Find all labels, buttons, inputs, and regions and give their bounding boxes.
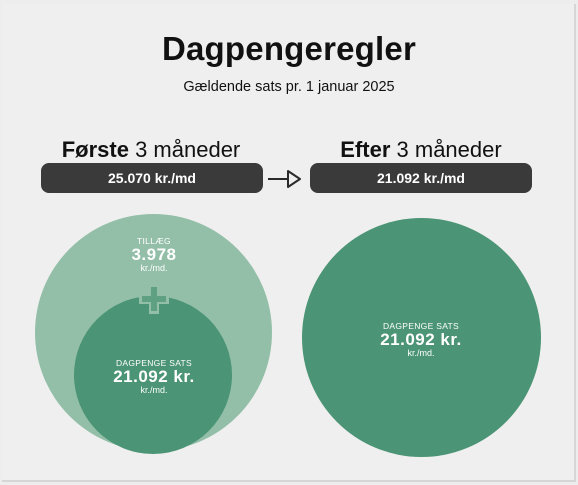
base-rate-value-left: 21.092 kr. bbox=[113, 367, 195, 386]
base-rate-label-left: DAGPENGE SATS bbox=[115, 358, 192, 368]
left-amount-badge: 25.070 kr./md bbox=[41, 163, 263, 193]
page-subtitle: Gældende sats pr. 1 januar 2025 bbox=[183, 79, 395, 95]
supplement-unit: kr./md. bbox=[140, 263, 168, 273]
supplement-label: TILLÆG bbox=[137, 236, 171, 246]
left-heading-rest: 3 måneder bbox=[128, 137, 241, 162]
page-title: Dagpengeregler bbox=[161, 30, 417, 67]
plus-icon bbox=[139, 284, 169, 314]
right-column-heading: Efter 3 måneder bbox=[310, 137, 532, 163]
base-rate-circle-right bbox=[302, 218, 541, 457]
base-rate-value-right: 21.092 kr. bbox=[380, 330, 462, 349]
base-rate-label-group-left: DAGPENGE SATS 21.092 kr. kr./md. bbox=[94, 358, 214, 395]
base-rate-label-right: DAGPENGE SATS bbox=[382, 321, 459, 331]
base-rate-label-group-right: DAGPENGE SATS 21.092 kr. kr./md. bbox=[361, 321, 481, 358]
arrow-right-icon bbox=[268, 170, 301, 188]
right-amount-badge: 21.092 kr./md bbox=[310, 163, 532, 193]
supplement-value: 3.978 bbox=[131, 245, 177, 264]
right-heading-bold: Efter bbox=[340, 137, 391, 162]
base-rate-circle-left bbox=[74, 296, 232, 454]
base-rate-unit-right: kr./md. bbox=[407, 348, 435, 358]
right-heading-rest: 3 måneder bbox=[390, 137, 502, 162]
base-rate-unit-left: kr./md. bbox=[140, 385, 168, 395]
left-column-heading: Første 3 måneder bbox=[40, 137, 262, 163]
supplement-label-group: TILLÆG 3.978 kr./md. bbox=[104, 236, 204, 273]
left-heading-bold: Første bbox=[61, 137, 129, 162]
